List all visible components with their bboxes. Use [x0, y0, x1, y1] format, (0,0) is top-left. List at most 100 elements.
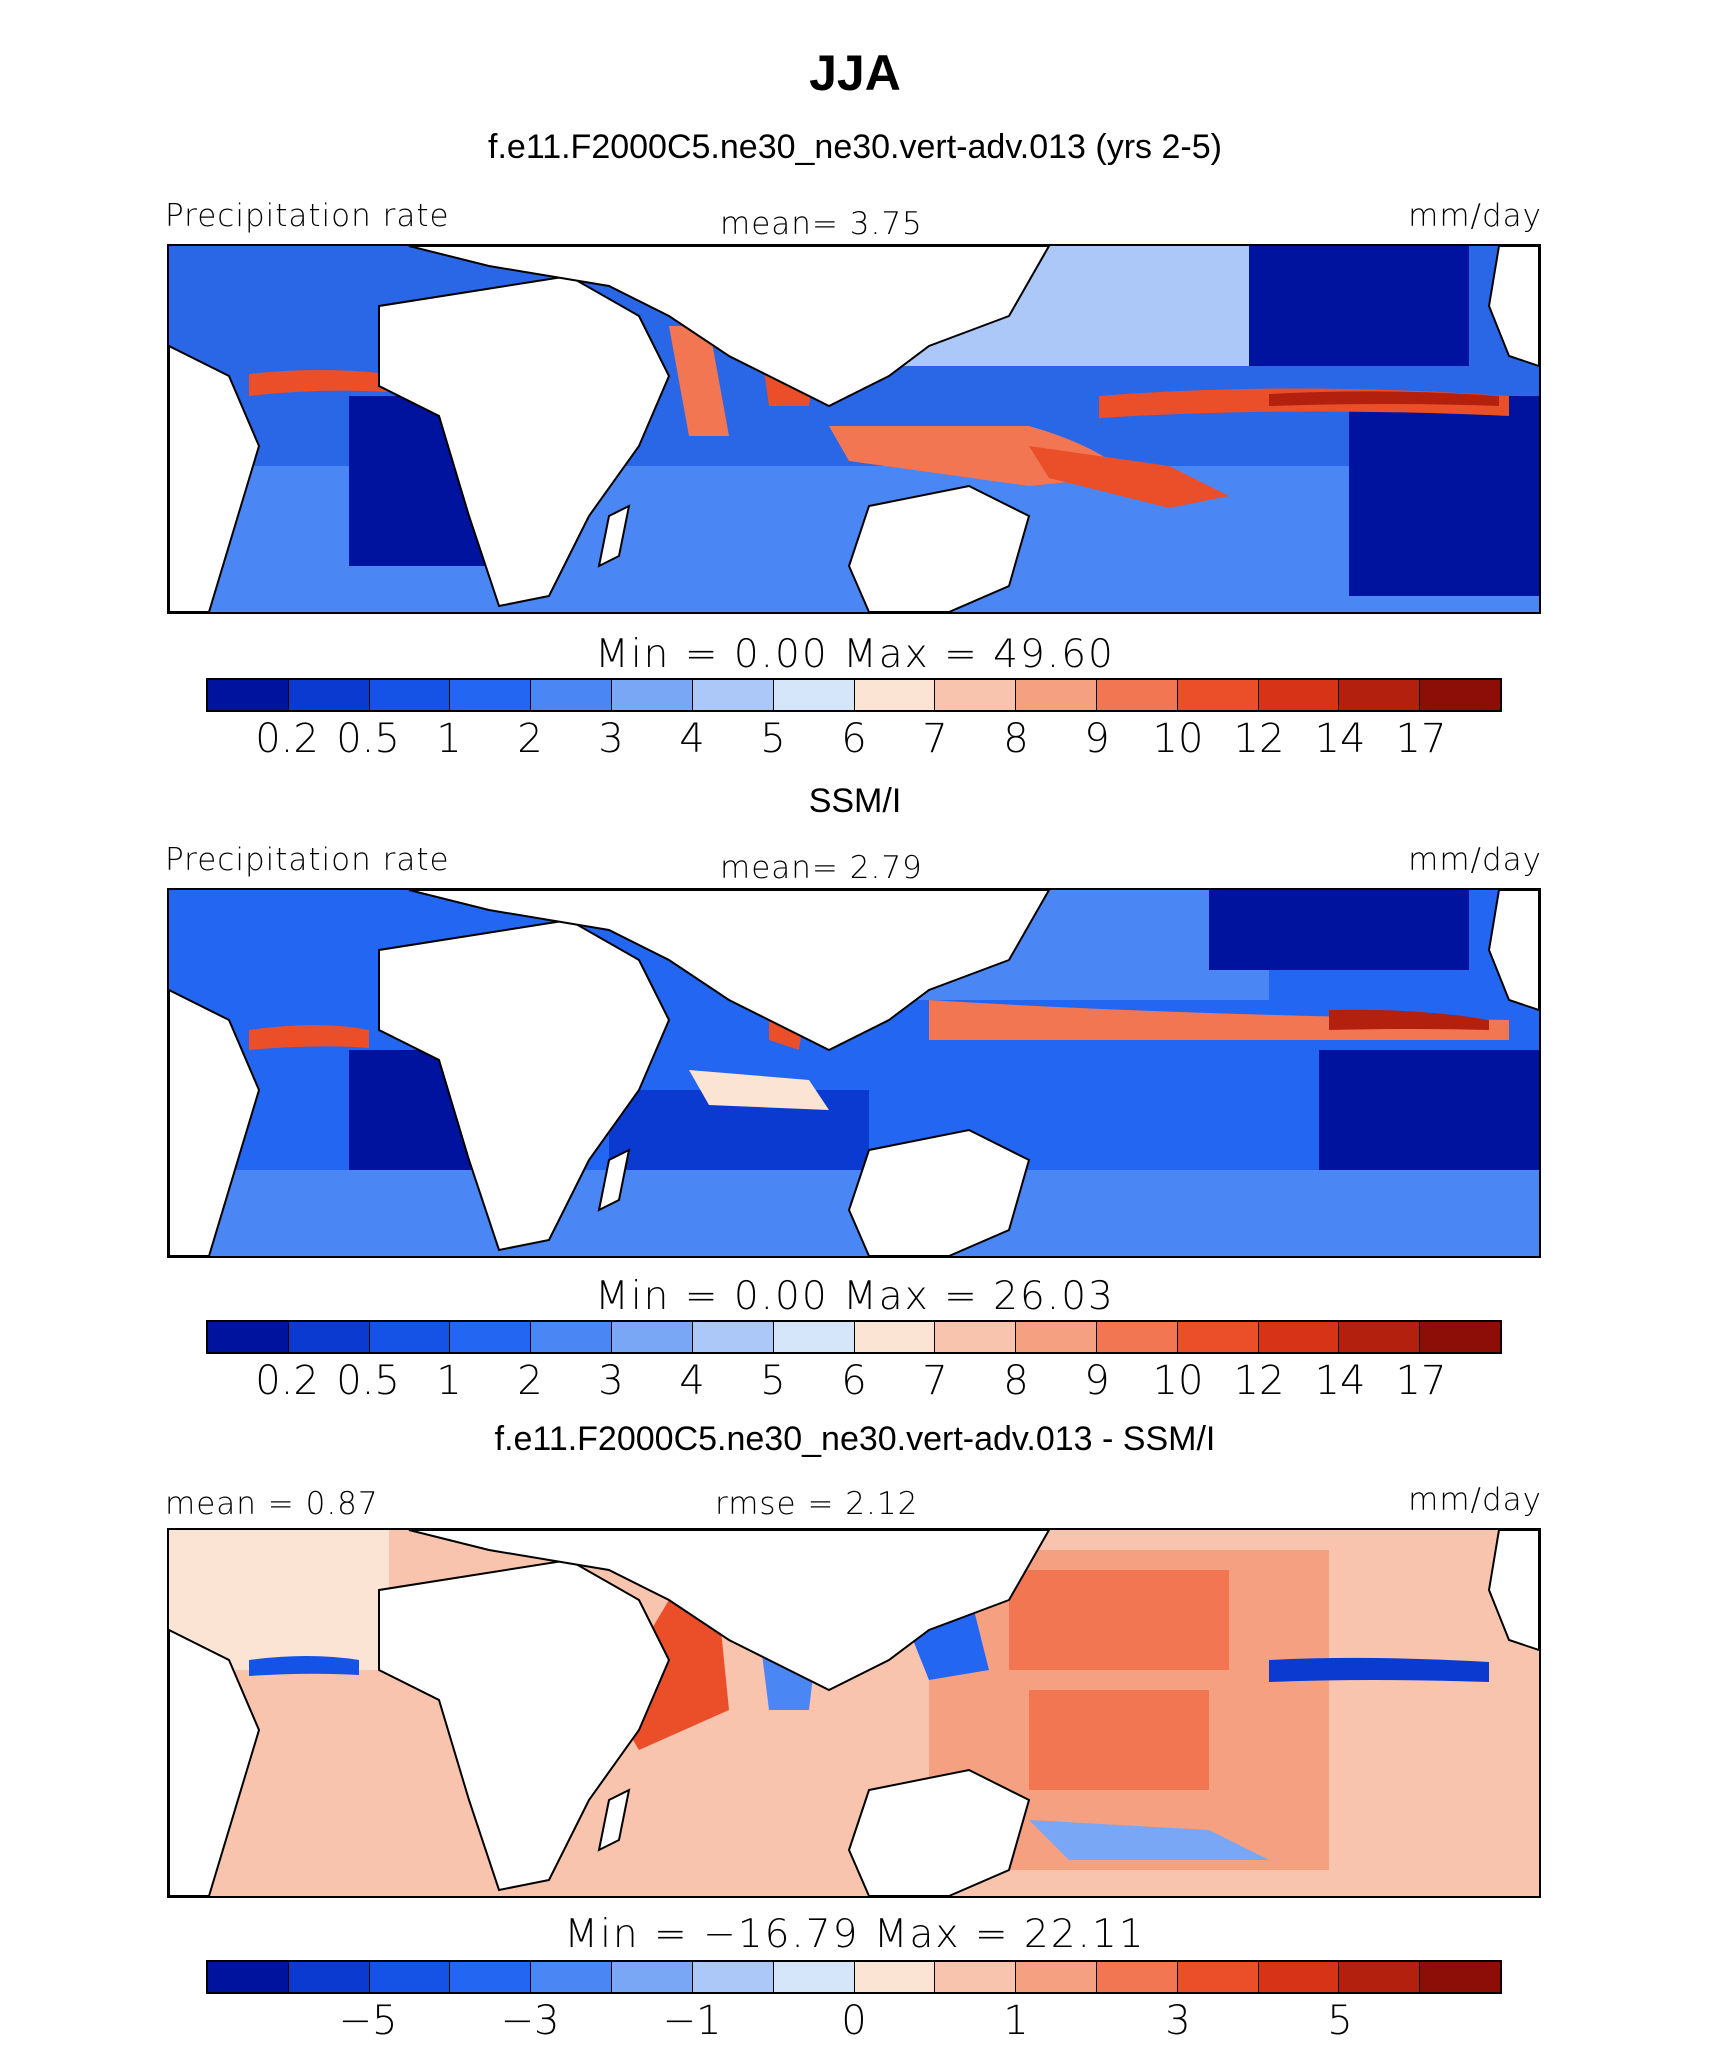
colorbar-swatch [692, 1322, 774, 1352]
panel-2-colorbar [206, 1320, 1502, 1354]
south-america [169, 344, 261, 612]
colorbar-swatch [1258, 1322, 1340, 1352]
africa [378, 918, 671, 1252]
colorbar-tick-label: 14 [1314, 1358, 1366, 1404]
colorbar-tick-label: 10 [1152, 1358, 1204, 1404]
colorbar-tick-label: 4 [679, 1358, 705, 1404]
central-america [1487, 890, 1539, 1012]
colorbar-swatch [692, 1962, 774, 1992]
australia [847, 1768, 1031, 1896]
colorbar-swatch [1016, 680, 1097, 710]
se-pacific-dry [1349, 396, 1539, 596]
panel-1-variable-label: Precipitation rate [165, 198, 450, 234]
pacific-negative-band [1269, 1657, 1489, 1682]
colorbar-tick-label: 7 [922, 716, 948, 762]
colorbar-tick-label: −1 [662, 1998, 722, 2044]
colorbar-swatch [692, 680, 774, 710]
north-pacific-dry [1209, 890, 1469, 970]
europe-asia [408, 246, 1051, 408]
colorbar-swatch [450, 680, 532, 710]
colorbar-swatch [1339, 1322, 1421, 1352]
panel-3-subtitle: f.e11.F2000C5.ne30_ne30.vert-adv.013 - S… [494, 1420, 1216, 1458]
colorbar-swatch [935, 1322, 1017, 1352]
colorbar-swatch [1016, 1962, 1097, 1992]
colorbar-swatch [1177, 1962, 1259, 1992]
colorbar-tick-label: 3 [1165, 1998, 1191, 2044]
colorbar-swatch [612, 1962, 693, 1992]
colorbar-tick-label: 14 [1314, 716, 1366, 762]
colorbar-swatch [773, 1962, 855, 1992]
colorbar-swatch [854, 1322, 936, 1352]
pacific-positive-south [1029, 1690, 1209, 1790]
colorbar-swatch [531, 680, 613, 710]
spcz [1029, 446, 1229, 508]
colorbar-tick-label: 8 [1003, 1358, 1029, 1404]
africa [378, 274, 671, 608]
colorbar-swatch [1096, 680, 1178, 710]
madagascar [597, 504, 631, 568]
panel-2-subtitle: SSM/I [808, 782, 902, 820]
colorbar-swatch [1420, 1962, 1500, 1992]
colorbar-swatch [288, 1962, 370, 1992]
colorbar-swatch [208, 1322, 289, 1352]
africa [378, 1558, 671, 1892]
europe-asia [408, 890, 1051, 1052]
colorbar-swatch [450, 1322, 532, 1352]
colorbar-swatch [612, 1322, 693, 1352]
colorbar-tick-label: 2 [517, 716, 543, 762]
colorbar-swatch [935, 680, 1017, 710]
australia [847, 1128, 1031, 1256]
colorbar-swatch [1420, 680, 1500, 710]
colorbar-swatch [935, 1962, 1017, 1992]
colorbar-swatch [854, 1962, 936, 1992]
panel-1-subtitle: f.e11.F2000C5.ne30_ne30.vert-adv.013 (yr… [488, 128, 1222, 166]
colorbar-swatch [531, 1322, 613, 1352]
colorbar-swatch [450, 1962, 532, 1992]
colorbar-swatch [369, 1962, 451, 1992]
colorbar-swatch [1016, 1322, 1097, 1352]
atlantic-negative [249, 1656, 359, 1676]
colorbar-tick-label: 0.5 [336, 1358, 400, 1404]
colorbar-tick-label: 9 [1084, 1358, 1110, 1404]
australia [847, 484, 1031, 612]
panel-3-minmax: Min = −16.79 Max = 22.11 [564, 1912, 1146, 1957]
colorbar-tick-label: 1 [436, 1358, 462, 1404]
pacific-positive-core [1009, 1570, 1229, 1670]
colorbar-swatch [773, 680, 855, 710]
colorbar-tick-label: 17 [1395, 1358, 1447, 1404]
colorbar-swatch [1258, 680, 1340, 710]
colorbar-swatch [1339, 1962, 1421, 1992]
colorbar-swatch [531, 1962, 613, 1992]
colorbar-swatch [1177, 680, 1259, 710]
panel-3-map [167, 1528, 1541, 1898]
colorbar-swatch [1258, 1962, 1340, 1992]
north-pacific-dry [1229, 246, 1469, 366]
madagascar [597, 1148, 631, 1212]
colorbar-swatch [369, 680, 451, 710]
madagascar [597, 1788, 631, 1852]
colorbar-swatch [369, 1322, 451, 1352]
colorbar-tick-label: 0 [841, 1998, 867, 2044]
south-america [169, 1628, 261, 1896]
colorbar-tick-label: 5 [1327, 1998, 1353, 2044]
colorbar-swatch [288, 1322, 370, 1352]
panel-3-mean-label: mean = 0.87 [165, 1486, 379, 1522]
colorbar-swatch [1420, 1322, 1500, 1352]
colorbar-tick-label: 1 [436, 716, 462, 762]
south-america [169, 988, 261, 1256]
colorbar-tick-label: 2 [517, 1358, 543, 1404]
panel-2-mean-label: mean= 2.79 [720, 850, 923, 886]
colorbar-swatch [288, 680, 370, 710]
pacific-itcz-core [1329, 1009, 1489, 1030]
colorbar-tick-label: 3 [598, 716, 624, 762]
colorbar-swatch [854, 680, 936, 710]
atlantic-itcz [249, 1025, 369, 1050]
panel-3-colorbar [206, 1960, 1502, 1994]
colorbar-tick-label: 5 [760, 1358, 786, 1404]
panel-1-minmax: Min = 0.00 Max = 49.60 [595, 632, 1115, 677]
colorbar-tick-label: 12 [1233, 716, 1285, 762]
colorbar-swatch [208, 680, 289, 710]
colorbar-tick-label: 0.2 [255, 716, 319, 762]
europe-asia [408, 1530, 1051, 1692]
indian-monsoon [669, 326, 729, 436]
